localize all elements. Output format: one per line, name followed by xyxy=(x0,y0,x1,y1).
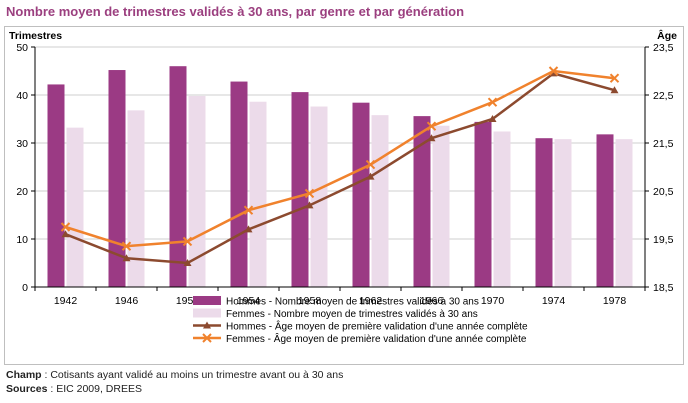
marker-hommes-age xyxy=(427,134,436,142)
marker-hommes-age xyxy=(244,225,253,233)
bar-hommes xyxy=(413,116,431,288)
bar-femmes xyxy=(127,110,145,287)
y-left-tick-label: 30 xyxy=(16,138,28,150)
y-left-tick-label: 10 xyxy=(16,234,28,246)
notes: Champ : Cotisants ayant validé au moins … xyxy=(6,368,343,396)
marker-hommes-age xyxy=(61,230,70,238)
marker-femmes-age xyxy=(548,66,559,76)
note-sources: Sources : EIC 2009, DREES xyxy=(6,382,343,396)
line-hommes-age xyxy=(65,72,615,265)
bar-femmes xyxy=(371,115,389,287)
line-femmes-age xyxy=(65,69,615,248)
note-champ: Champ : Cotisants ayant validé au moins … xyxy=(6,368,343,382)
note-sources-label: Sources xyxy=(6,383,48,395)
y-left-axis-label: Trimestres xyxy=(9,30,62,42)
marker-hommes-age xyxy=(305,201,314,209)
marker-femmes-age xyxy=(365,159,376,170)
y-right-tick-label: 23,5 xyxy=(653,42,674,54)
legend-marker-femmes xyxy=(202,333,212,343)
legend-label: Femmes - Âge moyen de première validatio… xyxy=(226,332,527,345)
legend-label: Femmes - Nombre moyen de trimestres vali… xyxy=(226,309,478,320)
y-right-axis-label: Âge xyxy=(657,29,677,42)
bar-hommes xyxy=(291,92,309,288)
bar-femmes xyxy=(432,125,450,287)
marker-hommes-age xyxy=(549,69,558,77)
marker-hommes-age xyxy=(122,254,131,262)
bar-hommes xyxy=(596,134,614,287)
legend-swatch-hommes-bar xyxy=(193,296,221,305)
bar-femmes xyxy=(66,127,84,287)
y-left-tick-label: 40 xyxy=(16,90,28,102)
y-left-tick-label: 0 xyxy=(22,282,28,294)
x-tick-label: 1970 xyxy=(481,295,505,307)
y-right-tick-label: 20,5 xyxy=(653,186,674,198)
y-right-tick-label: 19,5 xyxy=(653,234,674,246)
x-tick-label: 1966 xyxy=(420,295,444,307)
x-tick-label: 1962 xyxy=(359,295,383,307)
bar-femmes xyxy=(310,106,328,288)
y-right-tick-label: 18,5 xyxy=(653,282,674,294)
marker-femmes-age xyxy=(182,236,193,247)
legend-marker-hommes xyxy=(203,321,211,329)
bar-femmes xyxy=(615,139,633,287)
marker-hommes-age xyxy=(488,115,497,122)
marker-hommes-age xyxy=(366,172,375,180)
bar-hommes xyxy=(230,81,248,287)
bar-hommes xyxy=(169,66,187,287)
y-right-tick-label: 22,5 xyxy=(653,90,674,102)
marker-hommes-age xyxy=(183,259,192,266)
marker-femmes-age xyxy=(304,188,315,199)
x-tick-label: 1978 xyxy=(603,295,627,307)
note-champ-text: : Cotisants ayant validé au moins un tri… xyxy=(41,369,344,381)
note-sources-text: : EIC 2009, DREES xyxy=(47,383,142,395)
bar-hommes xyxy=(535,138,553,287)
x-tick-label: 1958 xyxy=(298,295,322,307)
marker-femmes-age xyxy=(609,73,620,83)
x-tick-label: 1942 xyxy=(54,295,78,307)
y-left-tick-label: 50 xyxy=(16,42,28,54)
legend-label: Hommes - Âge moyen de première validatio… xyxy=(226,320,528,333)
marker-femmes-age xyxy=(426,121,437,131)
bar-hommes xyxy=(47,84,65,287)
bar-hommes xyxy=(474,121,492,287)
bar-femmes xyxy=(554,139,572,287)
bar-hommes xyxy=(352,102,370,288)
chart-title: Nombre moyen de trimestres validés à 30 … xyxy=(6,4,465,19)
chart-panel: 0 10 20 30 40 50 18,5 19,5 20,5 21,5 22,5 23,5 Trime… xyxy=(4,26,684,365)
legend-label: Hommes - Nombre moyen de trimestres vali… xyxy=(226,297,479,308)
legend-swatch-femmes-bar xyxy=(193,308,221,318)
x-tick-label: 1974 xyxy=(542,295,566,307)
x-tick-label: 1946 xyxy=(115,295,139,307)
bar-femmes xyxy=(249,101,267,287)
y-right-tick-label: 21,5 xyxy=(653,138,674,150)
bar-hommes xyxy=(108,70,126,287)
marker-femmes-age xyxy=(121,241,132,251)
combo-chart: 0 10 20 30 40 50 18,5 19,5 20,5 21,5 22,5 23,5 Trime… xyxy=(9,29,677,345)
bar-femmes xyxy=(493,131,511,287)
x-tick-label: 1954 xyxy=(237,295,261,307)
marker-femmes-age xyxy=(487,97,498,107)
marker-femmes-age xyxy=(60,222,71,232)
y-left-tick-label: 20 xyxy=(16,186,28,198)
marker-hommes-age xyxy=(610,86,619,94)
marker-femmes-age xyxy=(243,205,254,215)
note-champ-label: Champ xyxy=(6,369,42,381)
